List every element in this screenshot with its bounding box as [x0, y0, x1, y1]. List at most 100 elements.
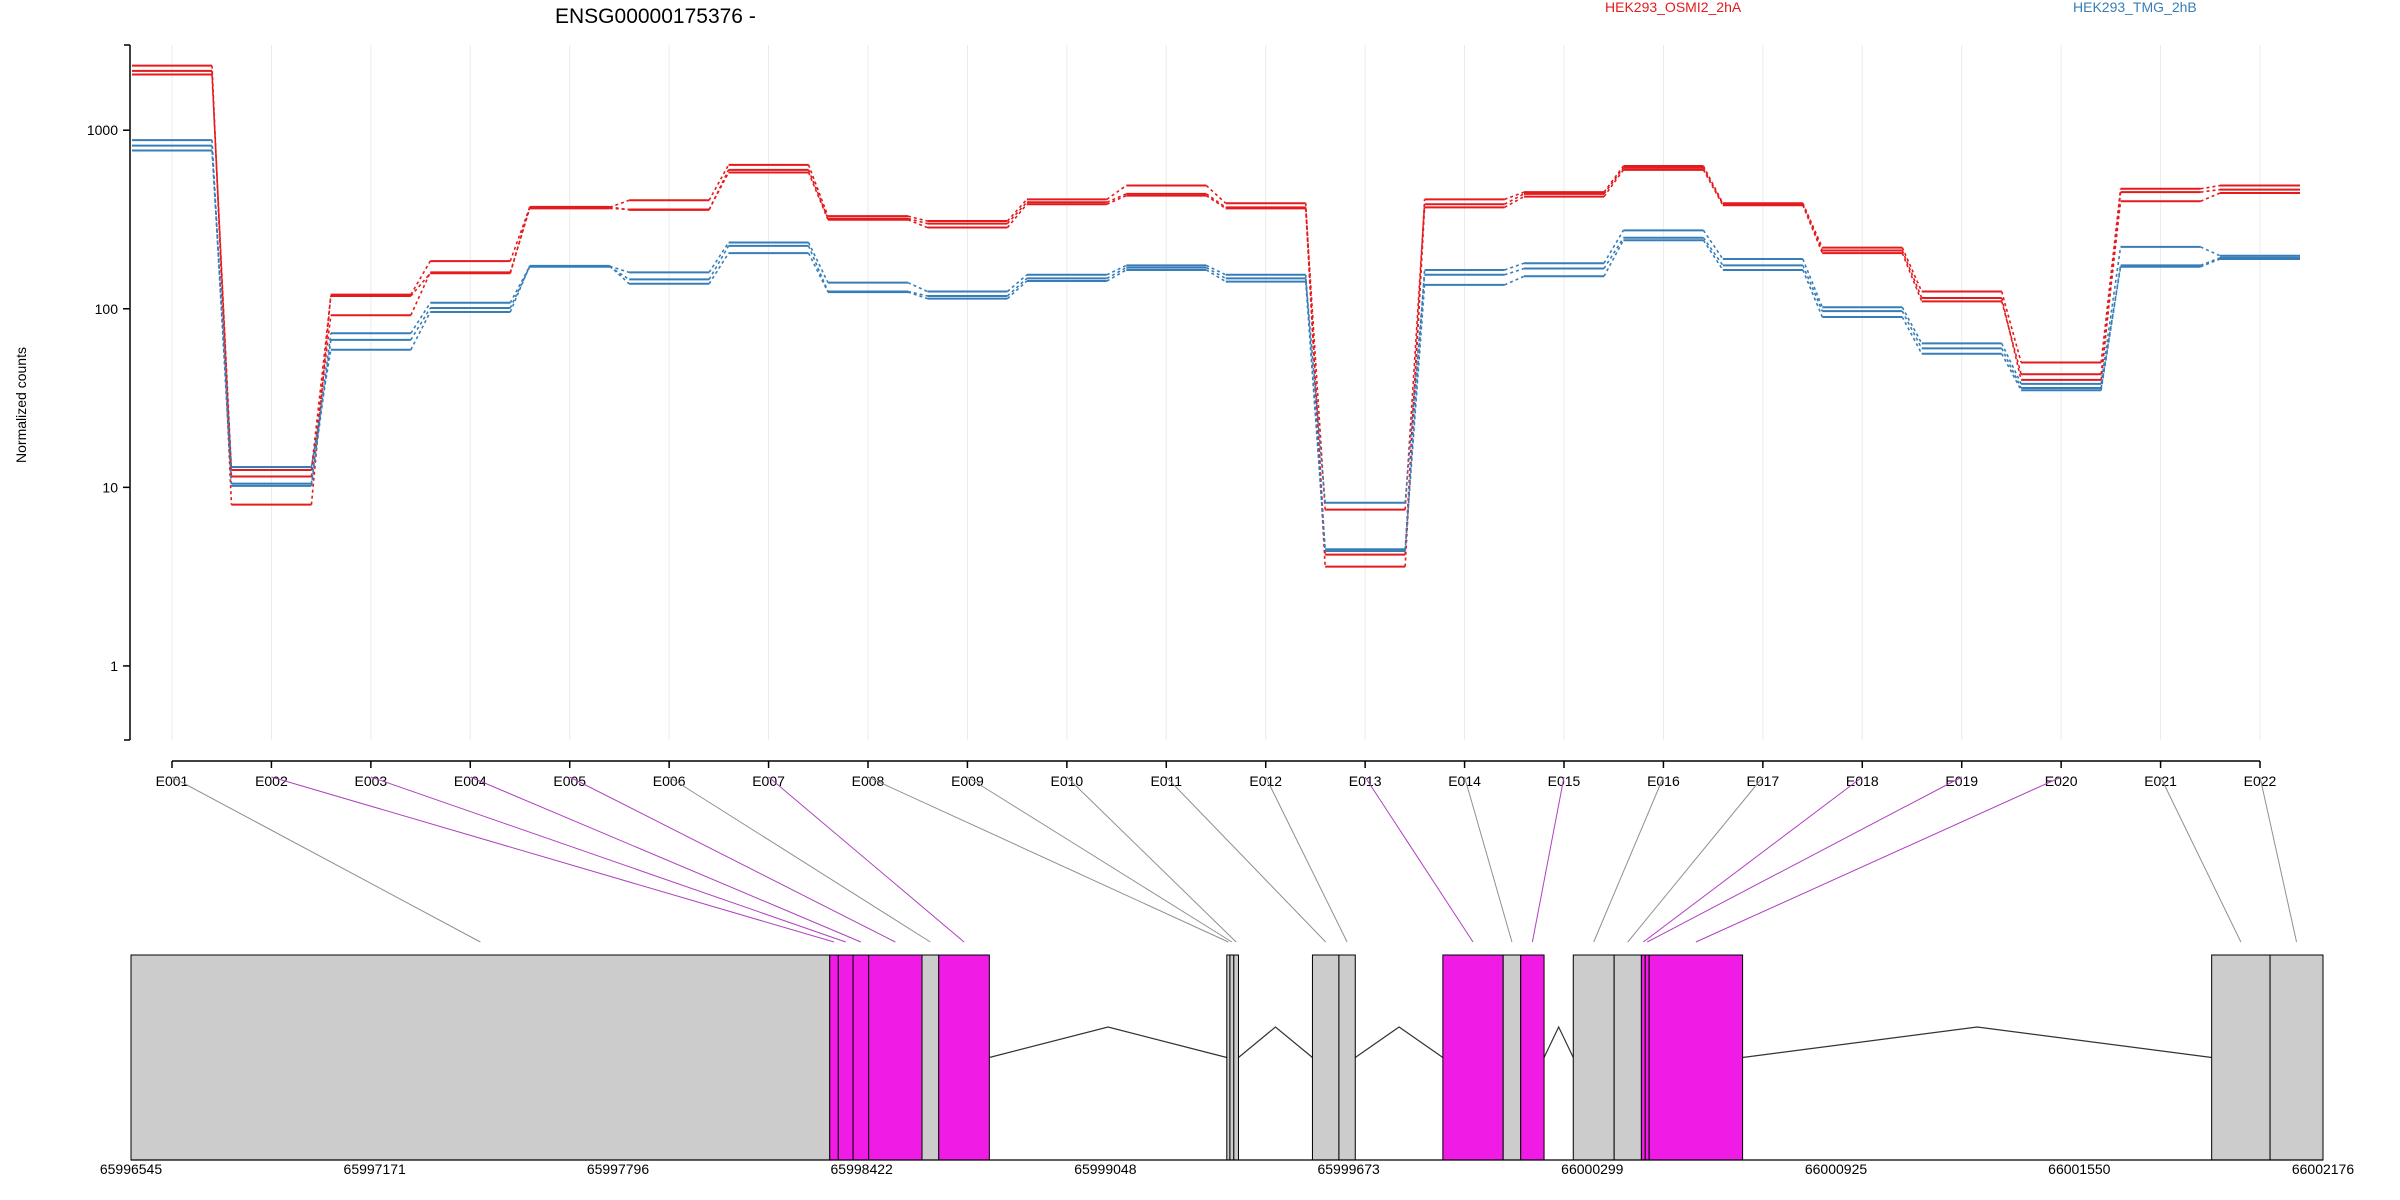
- exon-box: [868, 954, 923, 1161]
- y-tick-label: 100: [95, 301, 119, 317]
- data-connector: [708, 252, 730, 285]
- y-tick-label: 1000: [87, 122, 118, 138]
- data-connector: [1106, 266, 1127, 280]
- data-connector: [2000, 348, 2022, 389]
- exon-connector: [867, 776, 1229, 943]
- data-connector: [509, 266, 531, 309]
- data-connector: [310, 294, 332, 505]
- x-tick-label: E013: [1349, 773, 1382, 789]
- exon-connector: [171, 776, 481, 943]
- data-connector: [1205, 266, 1227, 280]
- exon-box: [1648, 954, 1744, 1161]
- intron-line: [1354, 1026, 1444, 1058]
- series-lines: [132, 64, 2300, 568]
- exon-connector: [1364, 776, 1474, 943]
- exon-box: [1233, 954, 1239, 1161]
- exon-box: [1520, 954, 1545, 1161]
- exon-box: [1572, 954, 1615, 1161]
- data-connector: [1901, 250, 1923, 299]
- data-connector: [2100, 266, 2122, 391]
- exon-connector: [1695, 776, 2062, 943]
- exon-box: [852, 954, 870, 1161]
- data-connector: [1901, 252, 1923, 302]
- exon-connector: [2160, 776, 2242, 943]
- genomic-tick-label: 65998422: [831, 1161, 894, 1177]
- data-connector: [1106, 269, 1127, 282]
- intron-line: [1543, 1025, 1574, 1058]
- data-connector: [211, 150, 233, 468]
- exon-box: [1338, 954, 1356, 1161]
- exon-box: [1229, 954, 1235, 1161]
- x-tick-label: E003: [355, 773, 388, 789]
- data-connector: [2000, 343, 2022, 385]
- exon-box: [1442, 954, 1504, 1161]
- data-connector: [1006, 277, 1028, 297]
- exon-connector-lines: [171, 776, 2298, 943]
- data-connector: [1802, 203, 1824, 251]
- data-connector: [2100, 246, 2122, 384]
- data-connector: [609, 266, 630, 281]
- genomic-tick-label: 65996545: [100, 1161, 163, 1177]
- data-connector: [1205, 184, 1227, 204]
- genomic-tick-label: 66001550: [2048, 1161, 2111, 1177]
- exon-box: [2211, 954, 2271, 1161]
- x-tick-label: E006: [653, 773, 686, 789]
- genomic-tick-label: 65997171: [344, 1161, 407, 1177]
- exon-grid-lines: [171, 45, 2261, 740]
- data-connector: [2000, 301, 2022, 375]
- data-connector: [1404, 274, 1426, 503]
- genomic-tick-label: 66000299: [1561, 1161, 1624, 1177]
- data-connector: [1304, 278, 1326, 503]
- data-connector: [1006, 274, 1028, 293]
- x-tick-label: E015: [1548, 773, 1581, 789]
- data-connector: [410, 307, 431, 341]
- data-connector: [509, 265, 531, 313]
- data-connector: [1901, 316, 1923, 355]
- exon-connector: [1646, 776, 1962, 943]
- intron-line: [1238, 1026, 1313, 1058]
- data-connector: [1504, 195, 1525, 209]
- data-connector: [708, 169, 730, 211]
- exon-connector: [1464, 776, 1513, 943]
- plot-axes: 1 10 100 1000 E001 E002 E003 E004 E005 E006 E007 E0…: [87, 44, 2277, 789]
- x-tick-label: E021: [2144, 773, 2177, 789]
- data-connector: [1603, 229, 1625, 264]
- y-tick-label: 10: [102, 479, 118, 495]
- data-connector: [410, 302, 431, 334]
- intron-line: [1742, 1026, 2212, 1059]
- series-2: [132, 73, 2300, 511]
- data-connector: [211, 145, 233, 486]
- data-connector: [807, 169, 829, 219]
- data-connector: [310, 349, 332, 468]
- exon-box: [921, 954, 940, 1161]
- data-connector: [1404, 269, 1426, 550]
- exon-box: [130, 954, 831, 1161]
- data-connector: [1802, 269, 1824, 318]
- data-connector: [807, 252, 829, 293]
- x-tick-label: E004: [454, 773, 487, 789]
- exon-box: [1502, 954, 1522, 1161]
- data-connector: [1901, 247, 1923, 292]
- exon-connector: [768, 776, 965, 943]
- data-connector: [1205, 194, 1227, 210]
- exon-connector: [271, 776, 835, 943]
- data-connector: [1702, 169, 1724, 206]
- data-connector: [410, 272, 431, 297]
- data-connector: [708, 245, 730, 280]
- data-connector: [1006, 201, 1028, 225]
- genomic-tick-label: 65997796: [587, 1161, 650, 1177]
- x-tick-label: E009: [951, 773, 984, 789]
- data-connector: [410, 271, 432, 316]
- x-tick-label: E016: [1647, 773, 1680, 789]
- data-connector: [1006, 203, 1028, 229]
- x-tick-label: E007: [752, 773, 785, 789]
- exon-connector: [967, 776, 1233, 943]
- y-axis-label: Normalized counts: [13, 347, 29, 463]
- exon-connector: [370, 776, 846, 943]
- exon-connector: [2259, 776, 2298, 943]
- genomic-tick-label: 65999673: [1317, 1161, 1380, 1177]
- series-5: [132, 149, 2300, 553]
- exon-box: [1613, 954, 1642, 1161]
- x-tick-label: E011: [1150, 773, 1182, 789]
